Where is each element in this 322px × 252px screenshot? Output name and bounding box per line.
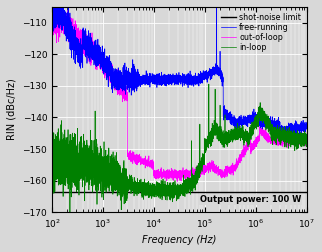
- out-of-loop: [203, 167, 207, 170]
- out-of-loop: [216, 168, 220, 171]
- in-loop: [207, 83, 211, 86]
- free-running: [260, 118, 263, 121]
- out-of-loop: [240, 151, 244, 154]
- in-loop: [147, 184, 151, 187]
- in-loop: [203, 151, 207, 154]
- out-of-loop: [305, 141, 308, 144]
- free-running: [283, 136, 287, 139]
- in-loop: [97, 157, 100, 160]
- free-running: [216, 68, 220, 71]
- in-loop: [216, 128, 220, 131]
- out-of-loop: [97, 43, 100, 46]
- in-loop: [68, 211, 72, 214]
- free-running: [97, 53, 100, 56]
- Line: in-loop: in-loop: [52, 84, 307, 212]
- Line: free-running: free-running: [52, 0, 307, 137]
- in-loop: [50, 159, 54, 162]
- free-running: [203, 74, 207, 77]
- in-loop: [240, 135, 244, 138]
- Text: Output power: 100 W: Output power: 100 W: [200, 195, 301, 204]
- free-running: [305, 128, 308, 131]
- X-axis label: Frequency (Hz): Frequency (Hz): [142, 235, 216, 245]
- out-of-loop: [175, 180, 179, 183]
- Y-axis label: RIN (dBc/Hz): RIN (dBc/Hz): [7, 79, 17, 140]
- out-of-loop: [50, 21, 54, 24]
- free-running: [50, 0, 54, 2]
- out-of-loop: [147, 161, 151, 164]
- in-loop: [305, 140, 308, 143]
- in-loop: [260, 112, 263, 115]
- Legend: shot-noise limit, free-running, out-of-loop, in-loop: shot-noise limit, free-running, out-of-l…: [220, 11, 302, 54]
- free-running: [147, 78, 151, 81]
- out-of-loop: [260, 129, 263, 132]
- Line: out-of-loop: out-of-loop: [52, 6, 307, 181]
- out-of-loop: [61, 5, 65, 8]
- free-running: [240, 121, 244, 124]
